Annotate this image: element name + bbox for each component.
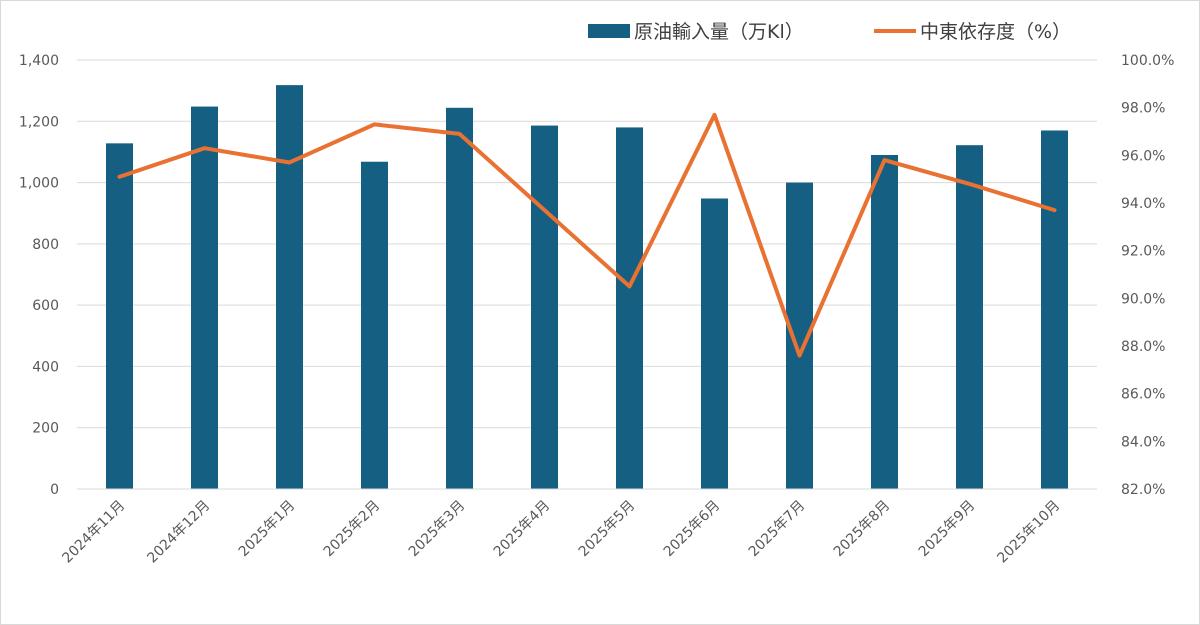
left-axis: 0 200 400 600 800 1,000 1,200 1,400 <box>19 53 59 498</box>
gridlines <box>77 59 1097 429</box>
right-axis: 82.0% 84.0% 86.0% 88.0% 90.0% 92.0% 94.0% 96.0%… <box>1121 53 1174 498</box>
x-tick-label: 2025年3月 <box>406 498 469 561</box>
right-tick-label: 88.0% <box>1121 339 1165 355</box>
right-tick-label: 94.0% <box>1121 196 1165 212</box>
line-point <box>629 285 630 287</box>
line-point <box>884 159 885 161</box>
x-tick-label: 2025年6月 <box>661 498 724 561</box>
line-point <box>459 133 460 135</box>
right-tick-label: 86.0% <box>1121 387 1165 403</box>
line-point <box>289 161 290 163</box>
bar <box>701 198 728 489</box>
line-point <box>1054 209 1055 211</box>
line-point <box>204 147 205 149</box>
legend-label-bar: 原油輸入量（万Kl） <box>634 21 804 43</box>
bar-series <box>106 85 1068 490</box>
bar <box>191 106 218 489</box>
bar <box>871 154 898 489</box>
line-point <box>714 114 715 116</box>
x-tick-label: 2024年11月 <box>59 498 128 567</box>
left-tick-label: 1,400 <box>19 53 59 69</box>
left-tick-label: 1,200 <box>19 114 59 130</box>
line-point <box>119 176 120 178</box>
x-tick-label: 2025年5月 <box>576 498 639 561</box>
bar <box>361 161 388 489</box>
left-tick-label: 400 <box>32 359 59 375</box>
x-tick-label: 2025年9月 <box>916 498 979 561</box>
right-tick-label: 84.0% <box>1121 434 1165 450</box>
right-tick-label: 96.0% <box>1121 148 1165 164</box>
left-tick-label: 200 <box>32 421 59 437</box>
bar <box>276 85 303 490</box>
right-tick-label: 100.0% <box>1121 53 1174 69</box>
x-tick-label: 2025年8月 <box>831 498 894 561</box>
line-point <box>969 183 970 185</box>
line-point <box>544 209 545 211</box>
x-tick-label: 2025年2月 <box>321 498 384 561</box>
line-path <box>117 112 1057 358</box>
legend: 原油輸入量（万Kl） 中東依存度（%） <box>588 21 1071 43</box>
left-tick-label: 0 <box>50 482 59 498</box>
x-tick-label: 2024年12月 <box>144 498 213 567</box>
legend-label-line: 中東依存度（%） <box>920 21 1071 43</box>
bar <box>616 127 643 490</box>
line-point <box>374 123 375 125</box>
bar <box>1041 130 1068 489</box>
bar <box>531 125 558 489</box>
left-tick-label: 600 <box>32 298 59 314</box>
bar <box>106 143 133 489</box>
legend-swatch-bar <box>588 24 630 38</box>
left-tick-label: 1,000 <box>19 176 59 192</box>
right-tick-label: 98.0% <box>1121 101 1165 117</box>
left-tick-label: 800 <box>32 237 59 253</box>
line-point <box>799 355 800 357</box>
x-tick-label: 2025年7月 <box>746 498 809 561</box>
x-tick-label: 2025年10月 <box>994 498 1063 567</box>
bar <box>956 145 983 490</box>
x-tick-label: 2025年1月 <box>236 498 299 561</box>
right-tick-label: 82.0% <box>1121 482 1165 498</box>
bar <box>446 107 473 489</box>
right-tick-label: 90.0% <box>1121 291 1165 307</box>
x-axis: 2024年11月 2024年12月 2025年1月 2025年2月 2025年3月 202… <box>59 488 1097 567</box>
x-tick-label: 2025年4月 <box>491 498 554 561</box>
line-series <box>117 112 1057 358</box>
right-tick-label: 92.0% <box>1121 244 1165 260</box>
